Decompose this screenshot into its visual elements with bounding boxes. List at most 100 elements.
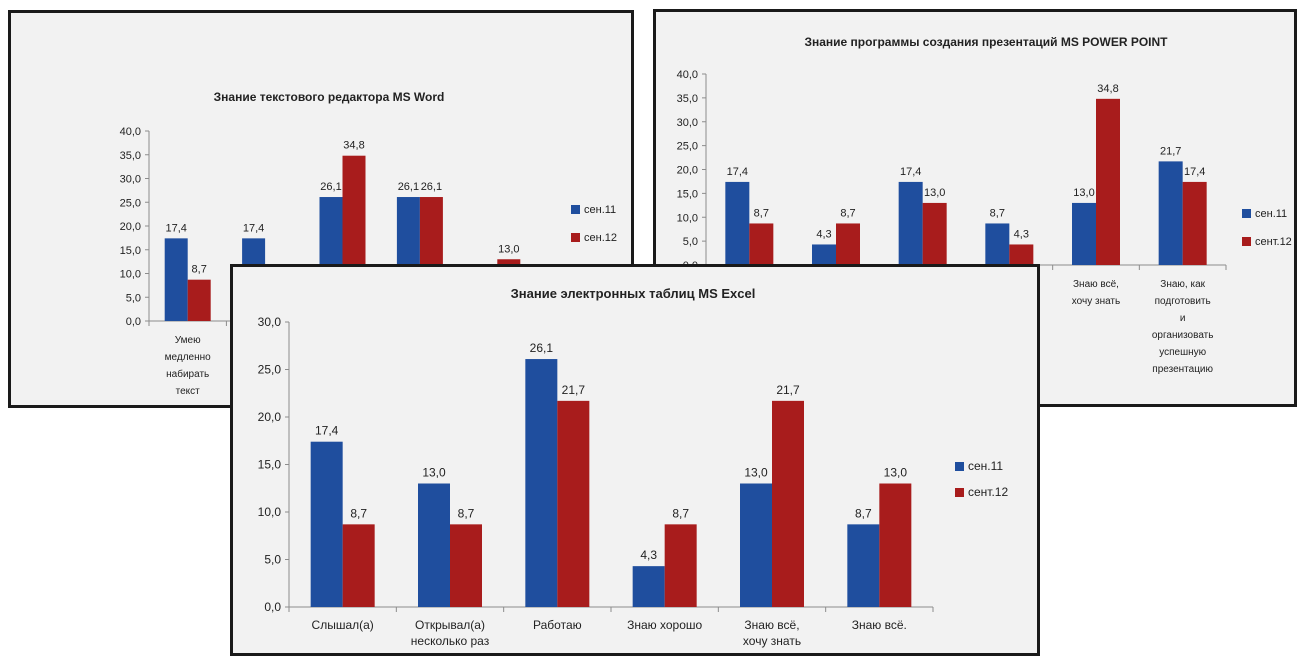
y-tick-label: 5,0 [683, 236, 698, 248]
bar-series1 [525, 359, 558, 607]
bar-series1 [898, 181, 923, 265]
category-label: медленно [165, 352, 211, 363]
bar-series1 [985, 223, 1010, 265]
y-tick-label: 20,0 [120, 221, 141, 233]
category-label: презентацию [1152, 364, 1213, 375]
y-tick-label: 10,0 [677, 212, 698, 224]
bar-series2 [557, 400, 590, 607]
category-label: подготовить [1155, 296, 1211, 307]
data-label: 8,7 [458, 506, 475, 520]
data-label: 4,3 [640, 548, 657, 562]
y-tick-label: 20,0 [677, 165, 698, 177]
data-label: 8,7 [192, 264, 207, 276]
data-label: 13,0 [744, 466, 768, 480]
bar-series1 [1158, 161, 1183, 265]
excel-chart: Знание электронных таблиц MS Excel 0,0 5,0… [258, 286, 1009, 648]
category-label: Работаю [533, 618, 582, 632]
data-label: 8,7 [672, 506, 689, 520]
bar-series2 [187, 279, 211, 321]
category-label: Знаю, как [1160, 279, 1205, 290]
y-tick-label: 10,0 [258, 505, 282, 519]
bar-series1 [812, 244, 836, 265]
category-label: несколько раз [411, 634, 490, 648]
y-tick-label: 20,0 [258, 410, 282, 424]
legend-swatch [1242, 209, 1251, 218]
y-tick-label: 30,0 [120, 174, 141, 186]
legend-swatch [955, 488, 964, 497]
data-label: 13,0 [884, 466, 908, 480]
y-tick-label: 25,0 [677, 141, 698, 153]
data-label: 8,7 [754, 207, 769, 219]
data-label: 8,7 [840, 207, 855, 219]
bar-series2 [342, 524, 375, 607]
y-tick-label: 0,0 [264, 600, 281, 614]
excel-chart-panel: Знание электронных таблиц MS Excel 0,0 5,0… [230, 264, 1040, 656]
legend-label: сен.12 [584, 232, 617, 244]
data-label: 13,0 [422, 466, 446, 480]
bar-series1 [418, 483, 450, 607]
legend-label: сен.11 [968, 459, 1003, 473]
category-label: хочу знать [743, 634, 801, 648]
category-label: текст [176, 386, 201, 397]
data-label: 17,4 [243, 222, 264, 234]
category-label: и [1180, 313, 1186, 324]
bar-series2 [1009, 244, 1034, 265]
category-label: Знаю хорошо [627, 618, 702, 632]
data-label: 8,7 [855, 506, 872, 520]
y-tick-label: 40,0 [120, 126, 141, 138]
bar-series2 [1182, 181, 1207, 265]
data-label: 8,7 [350, 506, 367, 520]
bar-series2 [1096, 98, 1120, 265]
data-label: 34,8 [1097, 83, 1118, 95]
category-label: Знаю всё. [852, 618, 907, 632]
category-label: успешную [1159, 347, 1206, 358]
category-label: хочу знать [1072, 296, 1120, 307]
legend-label: сен.11 [584, 204, 616, 216]
legend-swatch [1242, 237, 1251, 246]
bar-series2 [836, 223, 860, 265]
bar-series2 [749, 223, 774, 265]
data-label: 17,4 [900, 166, 921, 178]
data-label: 21,7 [1160, 145, 1181, 157]
bar-series1 [725, 181, 750, 265]
data-label: 13,0 [498, 243, 519, 255]
chart-title: Знание текстового редактора MS Word [214, 90, 445, 104]
y-tick-label: 15,0 [258, 458, 282, 472]
y-tick-label: 10,0 [120, 269, 141, 281]
bar-series2 [450, 524, 482, 607]
category-label: Слышал(а) [312, 618, 374, 632]
data-label: 17,4 [315, 424, 339, 438]
category-label: набирать [166, 368, 209, 380]
bar-series1 [164, 238, 188, 321]
legend-swatch [955, 462, 964, 471]
category-label: Знаю всё, [1073, 279, 1119, 290]
y-tick-label: 25,0 [258, 363, 282, 377]
data-label: 8,7 [990, 207, 1005, 219]
data-label: 26,1 [320, 181, 341, 193]
y-tick-label: 15,0 [677, 188, 698, 200]
data-label: 26,1 [421, 181, 442, 193]
data-label: 21,7 [776, 383, 800, 397]
bar-series1 [1072, 202, 1096, 265]
y-tick-label: 25,0 [120, 197, 141, 209]
data-label: 13,0 [1073, 187, 1094, 199]
category-label: организовать [1152, 330, 1214, 341]
bar-series1 [310, 441, 343, 607]
legend-label: сен.11 [1255, 208, 1287, 220]
chart-title: Знание программы создания презентаций MS… [804, 35, 1168, 49]
bar-series1 [740, 483, 772, 607]
data-label: 17,4 [165, 222, 186, 234]
bar-series2 [879, 483, 912, 607]
y-tick-label: 0,0 [126, 316, 141, 328]
powerpoint-chart: Знание программы создания презентаций MS… [677, 35, 1292, 375]
data-label: 34,8 [343, 140, 364, 152]
y-tick-label: 5,0 [126, 292, 141, 304]
bar-series1 [847, 524, 880, 607]
data-label: 17,4 [1184, 166, 1205, 178]
data-label: 17,4 [727, 166, 748, 178]
y-tick-label: 35,0 [120, 150, 141, 162]
bar-series1 [632, 566, 665, 607]
category-label: Открывал(а) [415, 618, 485, 632]
data-label: 21,7 [562, 383, 586, 397]
data-label: 26,1 [398, 181, 419, 193]
